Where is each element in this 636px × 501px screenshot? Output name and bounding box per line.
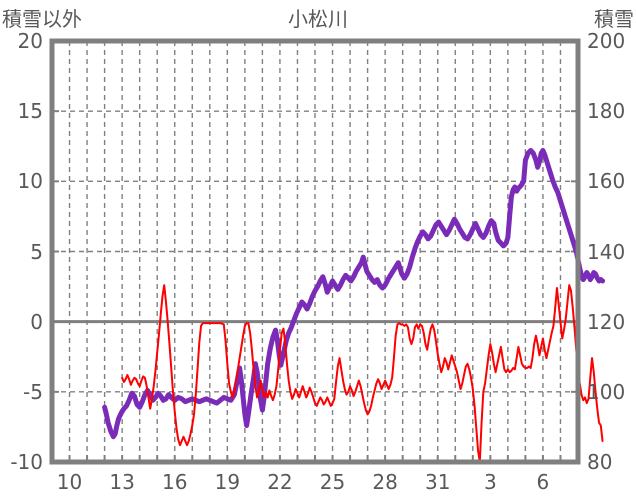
y-right-tick-160: 160 <box>587 169 626 194</box>
y-left-tick-0: 0 <box>30 309 43 334</box>
data-series <box>102 147 606 463</box>
y-left-tick--5: -5 <box>23 379 43 404</box>
y-left-tick-10: 10 <box>17 169 43 194</box>
x-tick-19: 19 <box>214 470 241 494</box>
chart-title: 小松川 <box>288 7 348 31</box>
y-left-tick-20: 20 <box>17 29 43 53</box>
y-right-tick-180: 180 <box>587 99 626 124</box>
x-tick-16: 16 <box>161 470 188 494</box>
x-tick-3: 3 <box>483 470 497 494</box>
gridlines <box>52 41 578 462</box>
right-axis-caption: 積雪 <box>594 7 634 31</box>
y-left-tick-15: 15 <box>17 99 43 124</box>
x-tick-6: 6 <box>536 470 550 494</box>
x-tick-25: 25 <box>319 470 346 494</box>
plot-frame <box>49 38 581 465</box>
y-right-tick-100: 100 <box>587 379 626 404</box>
left-axis-caption: 積雪以外 <box>2 7 82 31</box>
y-left-tick--10: -10 <box>10 450 43 474</box>
y-right-tick-200: 200 <box>587 29 626 53</box>
y-left-tick-5: 5 <box>30 239 43 264</box>
y-right-tick-80: 80 <box>587 450 613 474</box>
x-tick-13: 13 <box>109 470 135 494</box>
series-path-1 <box>121 284 604 463</box>
x-tick-22: 22 <box>267 470 293 494</box>
x-tick-28: 28 <box>372 470 398 494</box>
x-tick-10: 10 <box>56 470 83 494</box>
y-right-tick-140: 140 <box>587 239 626 264</box>
series-path-0 <box>102 147 606 440</box>
y-right-tick-120: 120 <box>587 309 626 334</box>
x-tick-31: 31 <box>424 470 451 494</box>
